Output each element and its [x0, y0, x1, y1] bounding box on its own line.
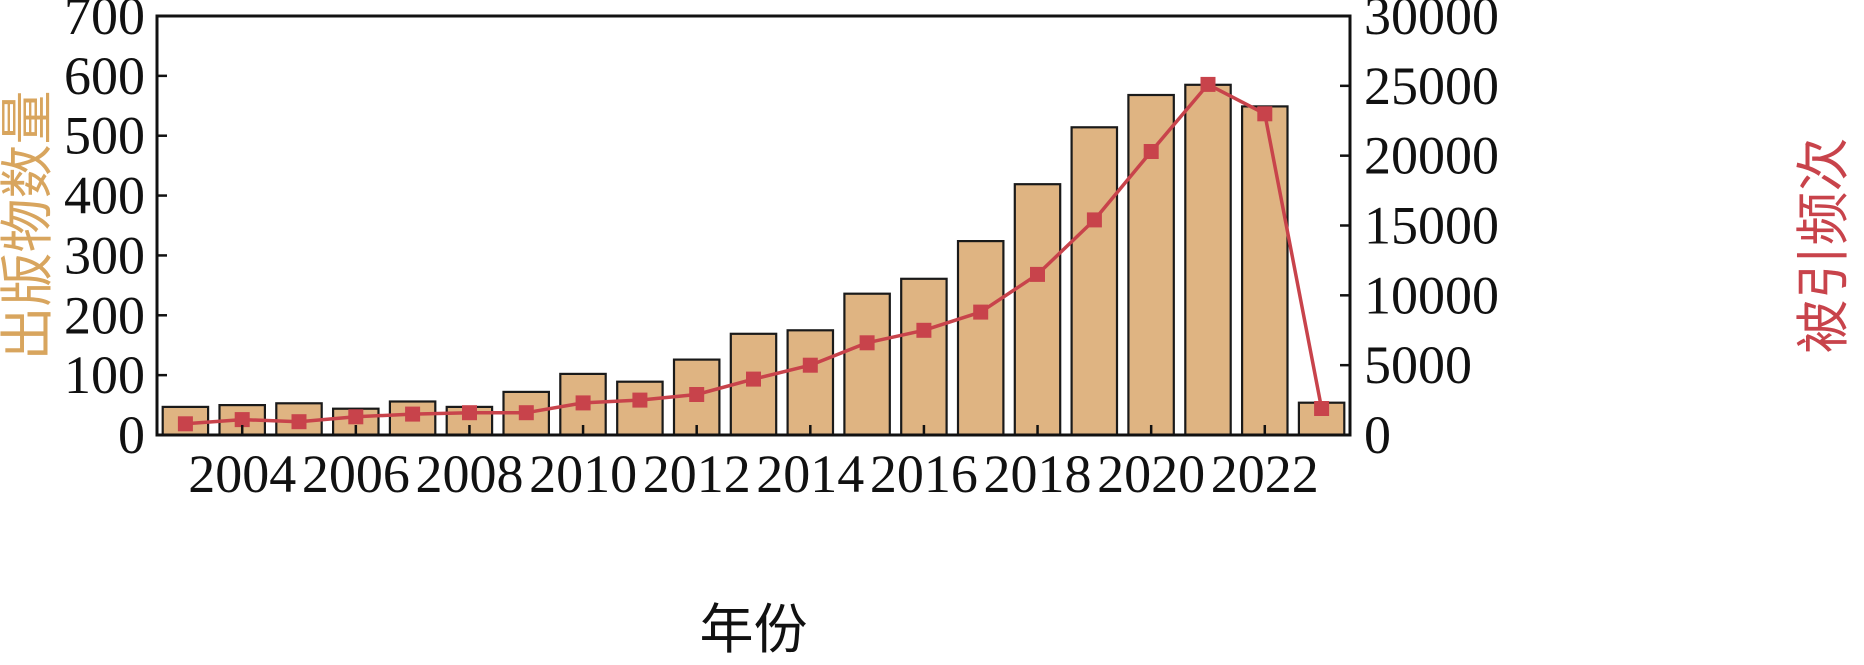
bar [616, 380, 664, 437]
citation-point [973, 304, 989, 320]
x-axis-tick-label: 2012 [643, 444, 751, 504]
citation-point [632, 392, 648, 408]
citation-point [746, 371, 761, 387]
x-axis-tick-label: 2022 [1211, 444, 1319, 504]
x-axis-tick-label: 2020 [1097, 444, 1205, 504]
citation-point [291, 414, 307, 430]
citation-point [405, 406, 421, 422]
x-axis-title: 年份 [700, 598, 808, 661]
left-axis-tick-label: 500 [64, 106, 145, 166]
citation-line-layer [177, 76, 1330, 432]
citation-point [518, 405, 534, 421]
citation-point [1257, 106, 1273, 122]
bar [1184, 83, 1232, 437]
left-axis-tick-label: 100 [64, 345, 145, 405]
left-axis-tick-label: 700 [64, 0, 145, 46]
right-axis-title: 被引频次 [1792, 138, 1855, 354]
bar [956, 240, 1005, 437]
right-axis-tick-label: 0 [1364, 405, 1391, 465]
x-axis-tick-label: 2008 [415, 444, 523, 504]
left-axis-tick-label: 600 [64, 46, 145, 106]
citation-point [575, 395, 591, 411]
citation-point [916, 322, 932, 338]
bar [900, 277, 948, 437]
x-axis-tick-label: 2006 [302, 444, 410, 504]
right-axis-tick-label: 30000 [1364, 0, 1499, 46]
citation-point [234, 412, 250, 428]
right-axis-tick-label: 5000 [1364, 335, 1472, 395]
right-axis-tick-label: 10000 [1364, 265, 1499, 325]
bar [1013, 183, 1062, 437]
x-axis-tick-label: 2014 [756, 444, 864, 504]
bar [1070, 126, 1119, 437]
left-axis-tick-label: 400 [64, 166, 145, 226]
x-axis-tick-label: 2016 [870, 444, 978, 504]
citation-point [1314, 401, 1330, 416]
citation-point [462, 405, 477, 421]
left-axis-tick-label: 0 [118, 405, 145, 465]
citation-point [689, 387, 705, 402]
right-axis-tick-label: 15000 [1364, 196, 1499, 256]
bar [843, 292, 891, 437]
citation-point [1143, 144, 1159, 159]
citation-point [177, 416, 193, 432]
axes-layer [155, 14, 1352, 437]
left-axis-tick-label: 200 [64, 285, 145, 345]
bar [1240, 105, 1289, 437]
right-axis-tick-label: 25000 [1364, 56, 1499, 116]
x-axis-tick-label: 2018 [984, 444, 1092, 504]
right-axis-tick-label: 20000 [1364, 126, 1499, 186]
x-axis-tick-label: 2010 [529, 444, 637, 504]
left-axis-title: 出版物数量 [0, 91, 59, 361]
bar [786, 329, 835, 437]
citation-point [1086, 212, 1102, 228]
citation-point [1200, 76, 1216, 92]
citation-point [1030, 266, 1045, 282]
citation-point [802, 357, 818, 373]
citation-point [348, 409, 364, 425]
x-axis-tick-label: 2004 [188, 444, 296, 504]
citation-point [859, 335, 875, 351]
left-axis-tick-label: 300 [64, 225, 145, 285]
